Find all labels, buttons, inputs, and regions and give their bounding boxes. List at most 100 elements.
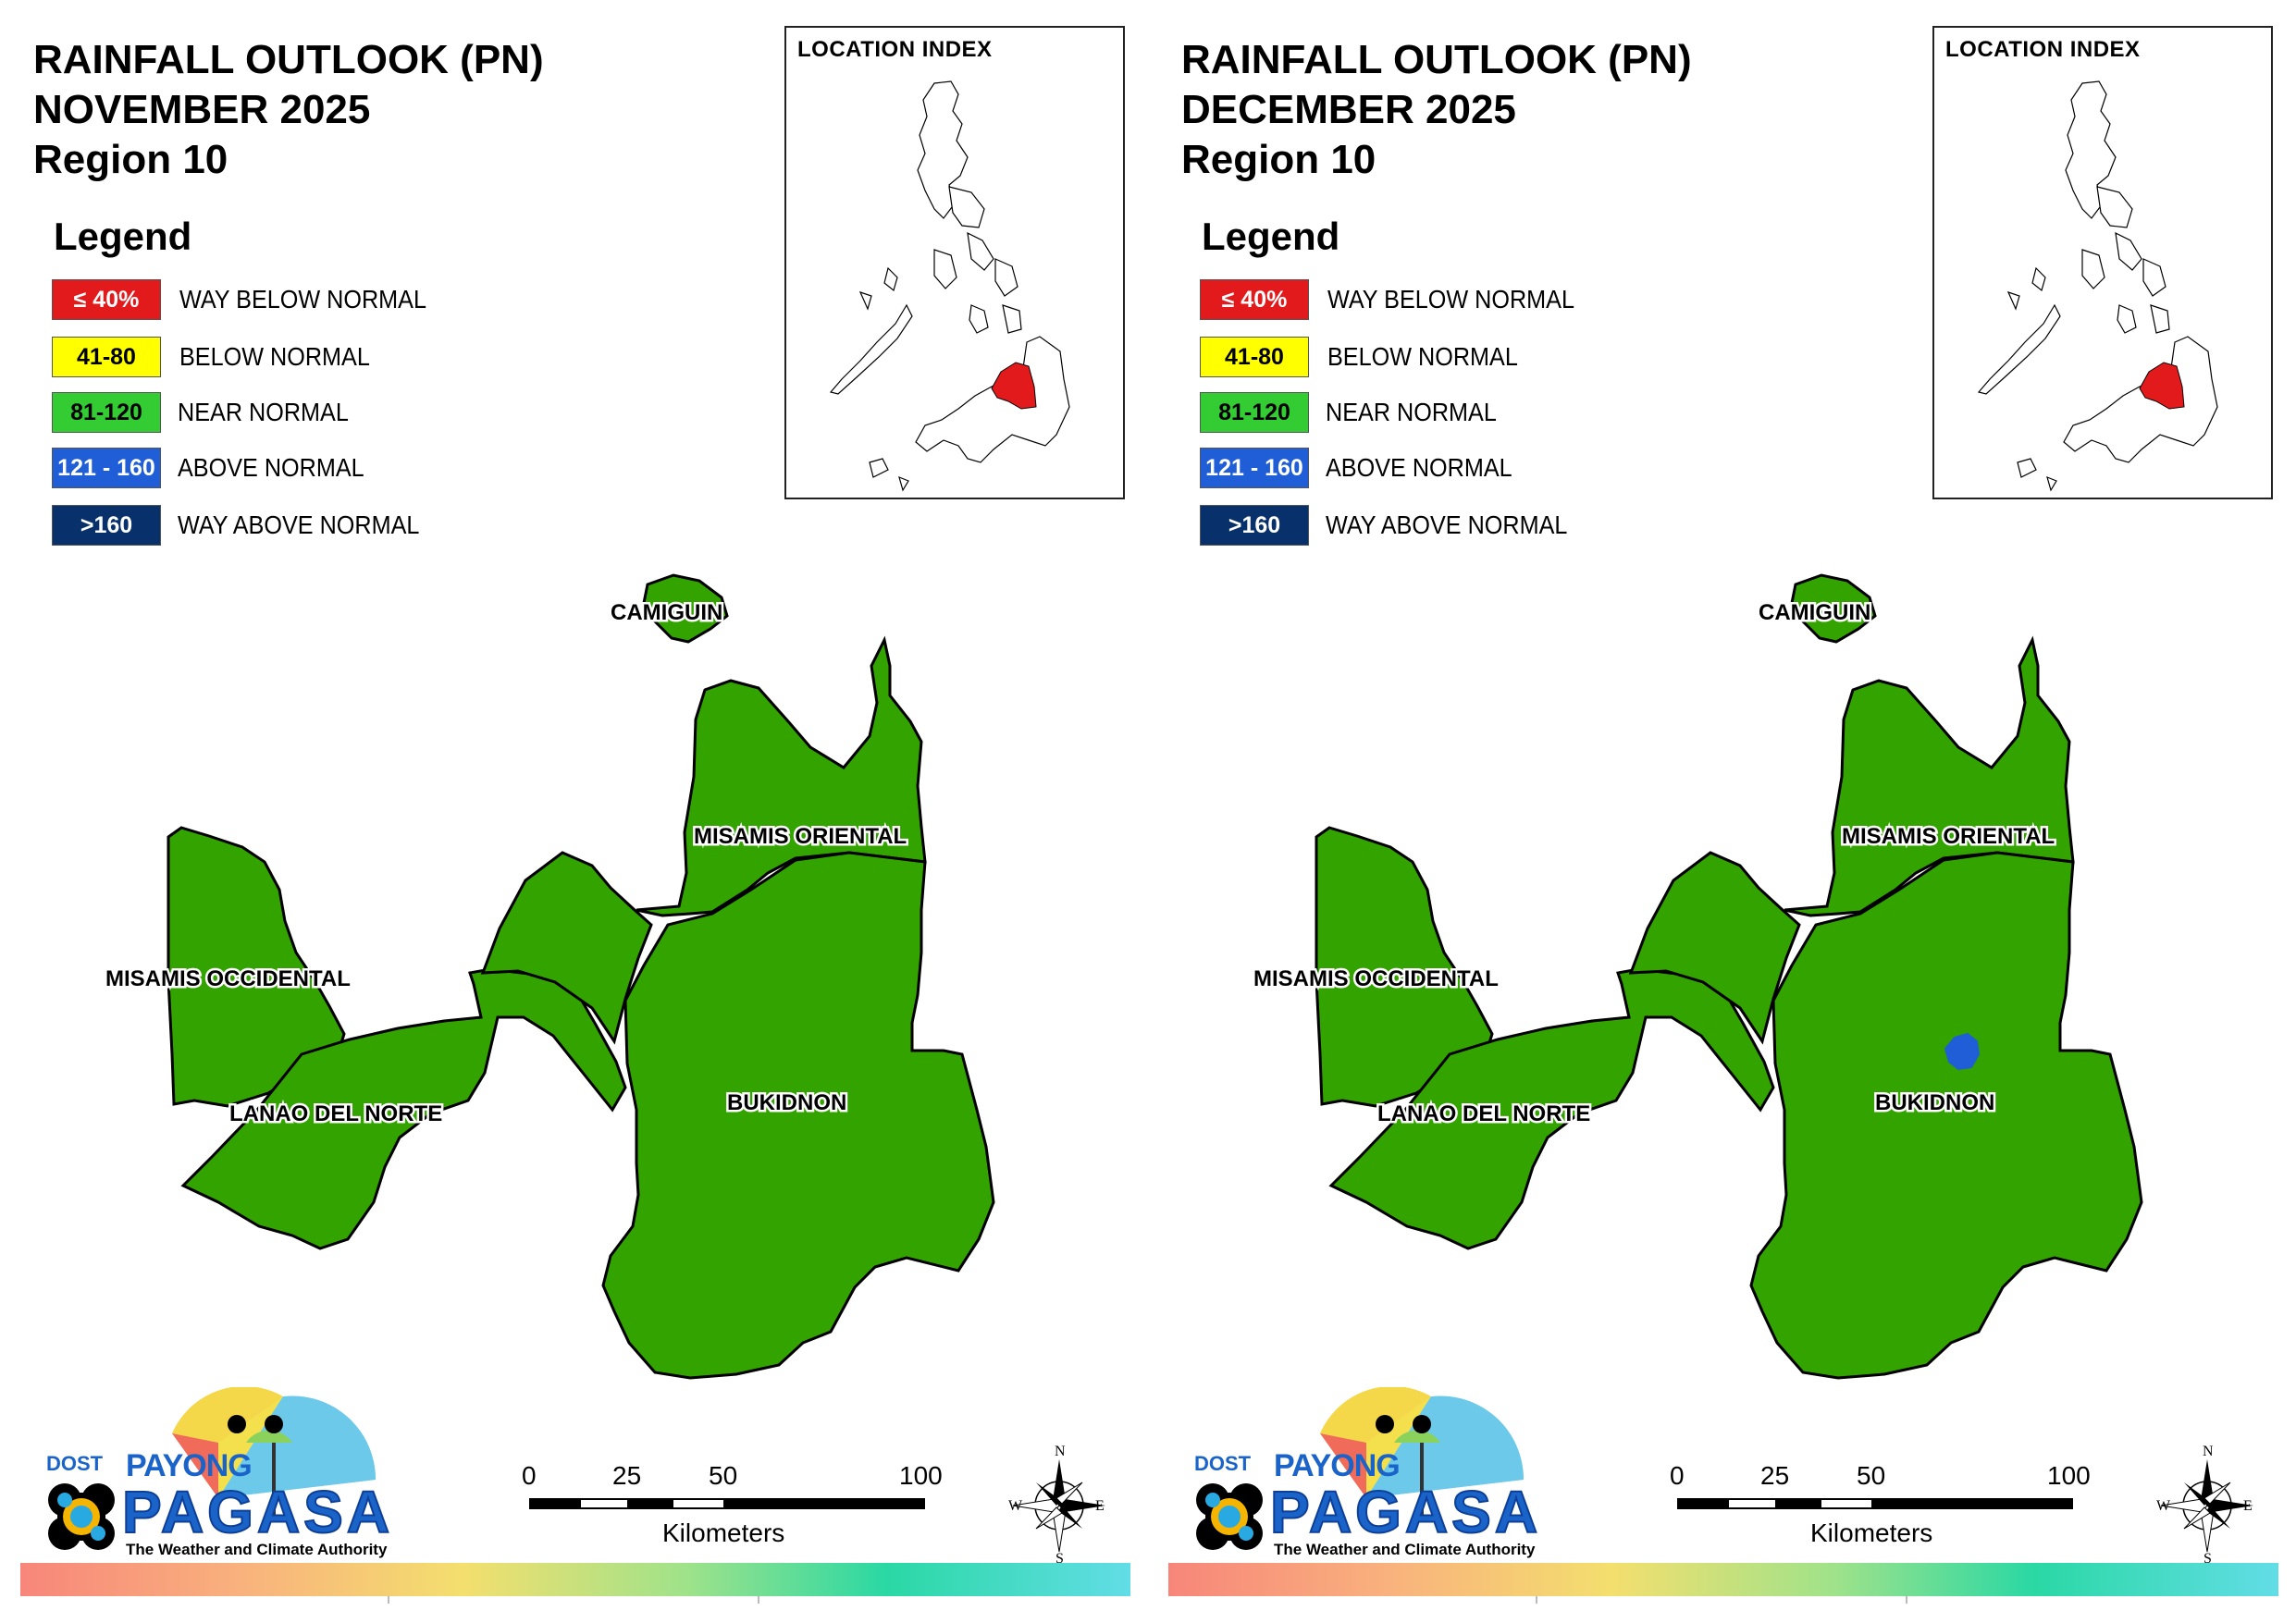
gradient-ticks: [388, 1596, 759, 1604]
tagline-text: The Weather and Climate Authority: [126, 1541, 388, 1558]
iligan-area-shape: [1628, 851, 1801, 1045]
legend-label: WAY BELOW NORMAL: [179, 285, 426, 314]
label-bukidnon: BUKIDNON: [727, 1090, 846, 1115]
map-title: RAINFALL OUTLOOK (PN) NOVEMBER 2025 Regi…: [33, 35, 544, 185]
legend-label: BELOW NORMAL: [179, 342, 370, 371]
region10-map: CAMIGUIN MISAMIS ORIENTAL MISAMIS OCCIDE…: [1252, 573, 2143, 1380]
legend-item-above: 121 - 160 ABOVE NORMAL: [1200, 448, 1755, 490]
compass-e: E: [1095, 1498, 1105, 1514]
legend-label: NEAR NORMAL: [178, 398, 349, 426]
label-lanao-del-norte: LANAO DEL NORTE: [1377, 1101, 1590, 1126]
legend-item-way-below: ≤ 40% WAY BELOW NORMAL: [52, 279, 607, 322]
title-line-1: RAINFALL OUTLOOK (PN): [33, 37, 544, 82]
compass-n: N: [1055, 1444, 1066, 1459]
map-title: RAINFALL OUTLOOK (PN) DECEMBER 2025 Regi…: [1181, 35, 1692, 185]
pagasa-text: PAGASA: [1269, 1478, 1542, 1546]
title-line-3: Region 10: [1181, 137, 1376, 182]
scale-tick-25: 25: [612, 1461, 642, 1490]
gradient-ticks: [1536, 1596, 1907, 1604]
legend-item-above: 121 - 160 ABOVE NORMAL: [52, 448, 607, 490]
north-arrow-icon: N S E W: [2156, 1443, 2258, 1567]
legend-label: ABOVE NORMAL: [178, 453, 364, 482]
compass-e: E: [2243, 1498, 2253, 1514]
dost-text: DOST: [1194, 1452, 1252, 1475]
philippines-outline-map: [1977, 80, 2218, 492]
region10-map: CAMIGUIN MISAMIS ORIENTAL MISAMIS OCCIDE…: [104, 573, 995, 1380]
legend-swatch: ≤ 40%: [1200, 279, 1309, 320]
location-index: LOCATION INDEX: [784, 26, 1125, 499]
title-line-2: DECEMBER 2025: [1181, 87, 1516, 132]
dost-text: DOST: [46, 1452, 104, 1475]
scale-bar-graphic: [1677, 1498, 2073, 1509]
scale-tick-100: 100: [899, 1461, 943, 1490]
label-lanao-del-norte: LANAO DEL NORTE: [229, 1101, 442, 1126]
scale-tick-100: 100: [2047, 1461, 2091, 1490]
title-line-1: RAINFALL OUTLOOK (PN): [1181, 37, 1692, 82]
scale-bar: 0 25 50 100 Kilometers: [518, 1461, 944, 1563]
scale-tick-25: 25: [1760, 1461, 1790, 1490]
compass-w: W: [2156, 1498, 2171, 1514]
scale-tick-50: 50: [709, 1461, 738, 1490]
pagasa-logo: DOST PAYONG PAGASA The Weather and Clima…: [1181, 1387, 1542, 1572]
compass-n: N: [2203, 1444, 2214, 1459]
misamis-oriental-shape: [1784, 635, 2075, 917]
camiguin-shape: [642, 573, 729, 644]
compass-s: S: [2203, 1551, 2212, 1563]
pagasa-logo: DOST PAYONG PAGASA The Weather and Clima…: [33, 1387, 394, 1572]
pagasa-text: PAGASA: [121, 1478, 394, 1546]
legend-label: NEAR NORMAL: [1326, 398, 1497, 426]
lanao-del-norte-shape: [180, 967, 627, 1250]
legend-label: WAY ABOVE NORMAL: [1326, 510, 1568, 539]
legend-item-near: 81-120 NEAR NORMAL: [52, 392, 607, 435]
legend-label: ABOVE NORMAL: [1326, 453, 1512, 482]
label-camiguin: CAMIGUIN: [611, 600, 722, 625]
title-line-3: Region 10: [33, 137, 228, 182]
legend-item-below: 41-80 BELOW NORMAL: [52, 337, 607, 379]
bukidnon-shape: [601, 851, 995, 1380]
misamis-oriental-shape: [636, 635, 927, 917]
scale-tick-0: 0: [522, 1461, 537, 1490]
location-index-title: LOCATION INDEX: [1945, 37, 2141, 62]
title-line-2: NOVEMBER 2025: [33, 87, 371, 132]
scale-tick-0: 0: [1670, 1461, 1685, 1490]
color-gradient-strip: [1168, 1563, 2278, 1596]
label-bukidnon: BUKIDNON: [1875, 1090, 1994, 1115]
compass-w: W: [1008, 1498, 1023, 1514]
label-misamis-occidental: MISAMIS OCCIDENTAL: [1253, 966, 1499, 991]
north-arrow-icon: N S E W: [1008, 1443, 1110, 1567]
legend-item-near: 81-120 NEAR NORMAL: [1200, 392, 1755, 435]
legend-item-way-above: >160 WAY ABOVE NORMAL: [1200, 505, 1755, 547]
scale-unit: Kilometers: [1810, 1518, 1933, 1547]
legend-swatch: 81-120: [52, 392, 161, 433]
legend-swatch: >160: [52, 505, 161, 546]
scale-bar: 0 25 50 100 Kilometers: [1666, 1461, 2092, 1563]
legend-swatch: 41-80: [1200, 337, 1309, 377]
label-misamis-oriental: MISAMIS ORIENTAL: [1842, 824, 2055, 849]
legend-label: WAY ABOVE NORMAL: [178, 510, 420, 539]
location-index-title: LOCATION INDEX: [797, 37, 993, 62]
bukidnon-shape: [1749, 851, 2143, 1380]
panel-december: RAINFALL OUTLOOK (PN) DECEMBER 2025 Regi…: [1148, 0, 2296, 1623]
legend-swatch: ≤ 40%: [52, 279, 161, 320]
panel-november: RAINFALL OUTLOOK (PN) NOVEMBER 2025 Regi…: [20, 26, 1130, 1604]
legend-swatch: 121 - 160: [1200, 448, 1309, 488]
scale-unit: Kilometers: [662, 1518, 785, 1547]
payong-text: PAYONG: [126, 1448, 253, 1483]
legend-item-below: 41-80 BELOW NORMAL: [1200, 337, 1755, 379]
legend-item-way-below: ≤ 40% WAY BELOW NORMAL: [1200, 279, 1755, 322]
tagline-text: The Weather and Climate Authority: [1274, 1541, 1536, 1558]
legend-swatch: 41-80: [52, 337, 161, 377]
legend-swatch: 81-120: [1200, 392, 1309, 433]
legend-swatch: 121 - 160: [52, 448, 161, 488]
legend-title: Legend: [54, 215, 192, 258]
camiguin-shape: [1790, 573, 1877, 644]
legend-swatch: >160: [1200, 505, 1309, 546]
color-gradient-strip: [20, 1563, 1130, 1596]
scale-bar-graphic: [529, 1498, 925, 1509]
legend-title: Legend: [1202, 215, 1340, 258]
lanao-del-norte-shape: [1328, 967, 1775, 1250]
location-index: LOCATION INDEX: [1932, 26, 2273, 499]
iligan-area-shape: [480, 851, 653, 1045]
compass-s: S: [1055, 1551, 1064, 1563]
label-misamis-oriental: MISAMIS ORIENTAL: [694, 824, 907, 849]
